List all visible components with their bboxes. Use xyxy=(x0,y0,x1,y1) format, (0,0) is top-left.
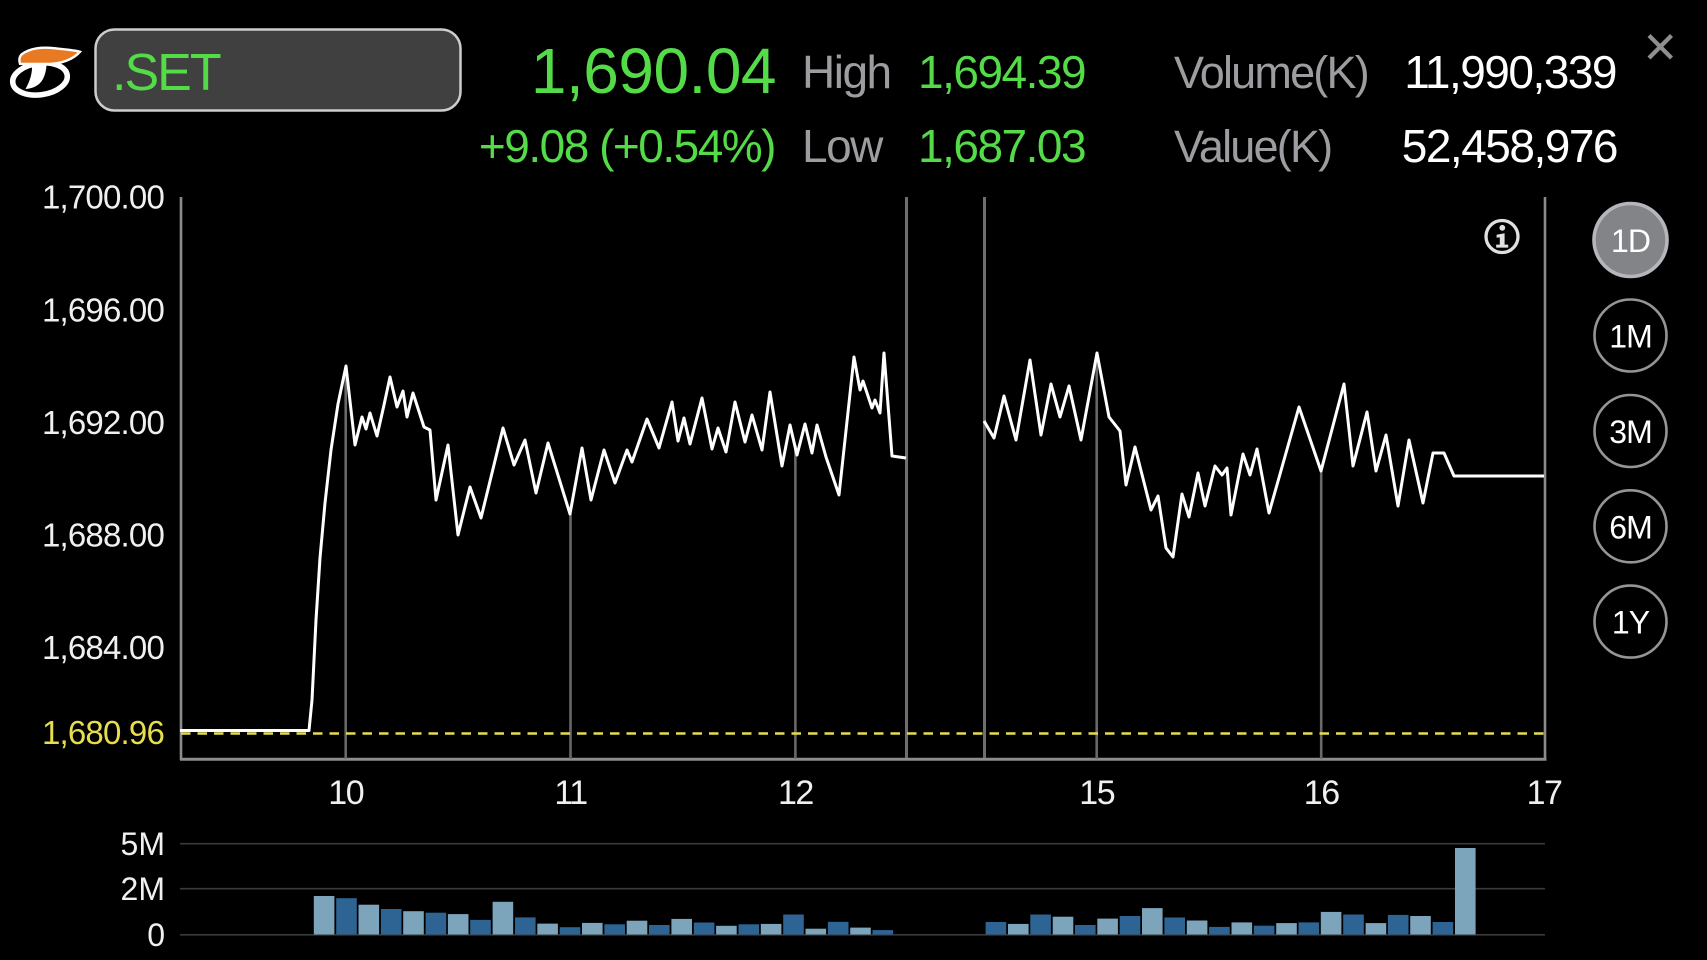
svg-text:6M: 6M xyxy=(1609,509,1651,545)
svg-text:Value(K): Value(K) xyxy=(1174,121,1331,172)
svg-text:15: 15 xyxy=(1079,774,1114,812)
svg-text:12: 12 xyxy=(778,774,813,812)
svg-text:Volume(K): Volume(K) xyxy=(1174,47,1368,98)
svg-text:1,700.00: 1,700.00 xyxy=(42,179,165,216)
svg-text:2M: 2M xyxy=(121,871,165,907)
svg-text:1,694.39: 1,694.39 xyxy=(918,46,1085,98)
svg-text:1,690.04: 1,690.04 xyxy=(531,35,776,107)
svg-text:1,692.00: 1,692.00 xyxy=(42,404,165,441)
svg-text:1M: 1M xyxy=(1609,319,1651,355)
svg-text:Low: Low xyxy=(802,120,884,172)
svg-text:1Y: 1Y xyxy=(1612,605,1650,641)
svg-text:1D: 1D xyxy=(1611,223,1650,259)
svg-text:3M: 3M xyxy=(1609,414,1651,450)
svg-text:11,990,339: 11,990,339 xyxy=(1404,46,1616,98)
svg-text:1,687.03: 1,687.03 xyxy=(918,120,1085,172)
svg-text:52,458,976: 52,458,976 xyxy=(1402,120,1617,172)
svg-text:1,688.00: 1,688.00 xyxy=(42,517,165,554)
svg-text:0: 0 xyxy=(147,917,165,953)
svg-text:17: 17 xyxy=(1527,774,1562,812)
svg-text:10: 10 xyxy=(328,774,363,812)
svg-text:1,684.00: 1,684.00 xyxy=(42,629,165,666)
svg-text:11: 11 xyxy=(554,774,587,812)
svg-text:5M: 5M xyxy=(121,826,165,862)
svg-text:.SET: .SET xyxy=(112,44,221,102)
svg-text:High: High xyxy=(802,46,891,98)
svg-text:+9.08 (+0.54%): +9.08 (+0.54%) xyxy=(479,120,775,172)
svg-text:1,680.96: 1,680.96 xyxy=(42,714,164,751)
svg-text:1,696.00: 1,696.00 xyxy=(42,292,165,329)
svg-text:16: 16 xyxy=(1304,774,1339,812)
